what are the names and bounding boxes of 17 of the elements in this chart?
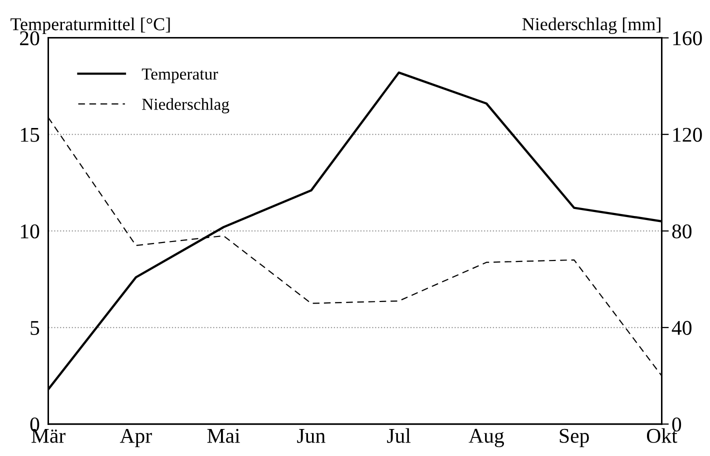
y-tick-label: 10: [20, 224, 40, 238]
y2-tick-label: 80: [672, 224, 692, 238]
y2-tick-label: 120: [673, 128, 702, 142]
x-tick-label: Aug: [468, 428, 504, 448]
y-tick-label: 15: [20, 128, 40, 142]
y-tick-label: 5: [30, 321, 40, 335]
x-tick-label: Apr: [120, 428, 152, 448]
x-tick-label: Jun: [297, 429, 326, 443]
x-tick-label: Mai: [207, 428, 240, 443]
x-tick-label: Sep: [560, 428, 589, 448]
y2-axis-title: Niederschlag [mm]: [522, 18, 660, 34]
x-tick-label: Mär: [32, 429, 66, 443]
legend-label: Niederschlag: [142, 98, 230, 114]
y2-tick-label: 40: [672, 320, 692, 335]
x-tick-label: Jul: [387, 428, 411, 443]
y2-tick-label: 160: [673, 31, 702, 46]
legend-label: Temperatur: [142, 68, 218, 84]
